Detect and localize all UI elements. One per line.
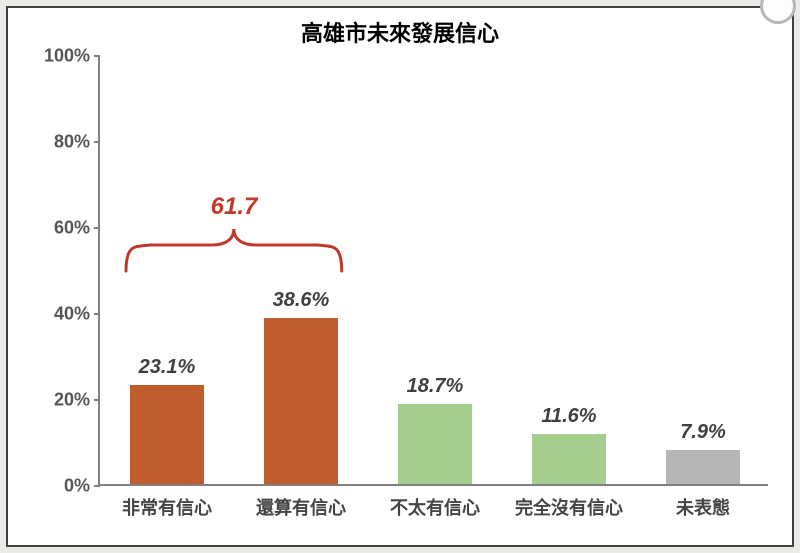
bar: 38.6% — [264, 318, 338, 484]
bar: 23.1% — [130, 385, 204, 484]
annotation-brace: 61.7 — [122, 223, 346, 273]
category-label: 完全沒有信心 — [515, 484, 623, 520]
y-tick-label: 40% — [54, 304, 100, 325]
y-tick-label: 80% — [54, 132, 100, 153]
bar-value-label: 11.6% — [541, 405, 596, 434]
bar-value-label: 18.7% — [407, 375, 464, 404]
bar-value-label: 23.1% — [139, 356, 196, 385]
plot-area: 0%20%40%60%80%100%23.1%非常有信心38.6%還算有信心18… — [98, 56, 768, 486]
y-tick-label: 60% — [54, 218, 100, 239]
bar: 11.6% — [532, 434, 606, 484]
bar-value-label: 7.9% — [680, 421, 726, 450]
category-label: 非常有信心 — [122, 484, 212, 520]
y-tick-label: 100% — [44, 46, 100, 67]
category-label: 不太有信心 — [390, 484, 480, 520]
category-label: 未表態 — [676, 484, 730, 520]
bar: 7.9% — [666, 450, 740, 484]
category-label: 還算有信心 — [256, 484, 346, 520]
chart-frame: 高雄市未來發展信心 0%20%40%60%80%100%23.1%非常有信心38… — [6, 6, 794, 547]
y-tick-label: 0% — [64, 476, 100, 497]
bar-value-label: 38.6% — [273, 289, 330, 318]
chart-title: 高雄市未來發展信心 — [8, 8, 792, 48]
y-tick-label: 20% — [54, 390, 100, 411]
bar: 18.7% — [398, 404, 472, 484]
annotation-label: 61.7 — [211, 193, 258, 223]
